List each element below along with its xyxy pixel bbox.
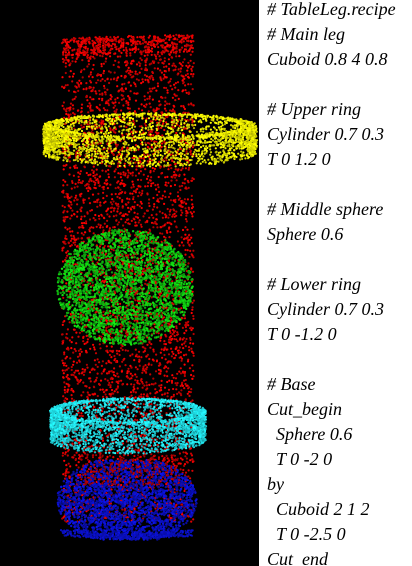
recipe-line: # Main leg [267, 24, 345, 44]
recipe-line: # Base [267, 374, 316, 394]
recipe-line: T 0 -1.2 0 [267, 324, 337, 344]
recipe-blank-line [267, 347, 396, 372]
recipe-line: # Upper ring [267, 99, 361, 119]
recipe-line: Cuboid 0.8 4 0.8 [267, 49, 388, 69]
point-cloud-canvas [41, 33, 259, 542]
recipe-line: Cuboid 2 1 2 [267, 499, 370, 519]
base-points [56, 454, 198, 542]
recipe-line: Sphere 0.6 [267, 424, 353, 444]
recipe-text: # TableLeg.recipe # Main leg Cuboid 0.8 4 … [267, 0, 396, 566]
recipe-blank-line [267, 72, 396, 97]
middle-sphere-points [56, 228, 194, 346]
recipe-panel: # TableLeg.recipe # Main leg Cuboid 0.8 4 … [259, 0, 412, 566]
recipe-line: Cylinder 0.7 0.3 [267, 124, 384, 144]
recipe-line: T 0 -2 0 [267, 449, 333, 469]
recipe-line: # Lower ring [267, 274, 362, 294]
recipe-line: by [267, 474, 284, 494]
recipe-line: Cut_end [267, 549, 328, 566]
recipe-line: T 0 -2.5 0 [267, 524, 346, 544]
recipe-line: T 0 1.2 0 [267, 149, 331, 169]
recipe-line: Cylinder 0.7 0.3 [267, 299, 384, 319]
recipe-blank-line [267, 247, 396, 272]
lower-ring-points [49, 397, 208, 455]
point-cloud-render [0, 0, 259, 566]
recipe-line: Cut_begin [267, 399, 342, 419]
recipe-line: # Middle sphere [267, 199, 384, 219]
recipe-line: Sphere 0.6 [267, 224, 344, 244]
upper-ring-points [41, 123, 259, 168]
recipe-line: # TableLeg.recipe [267, 0, 396, 19]
recipe-blank-line [267, 172, 396, 197]
